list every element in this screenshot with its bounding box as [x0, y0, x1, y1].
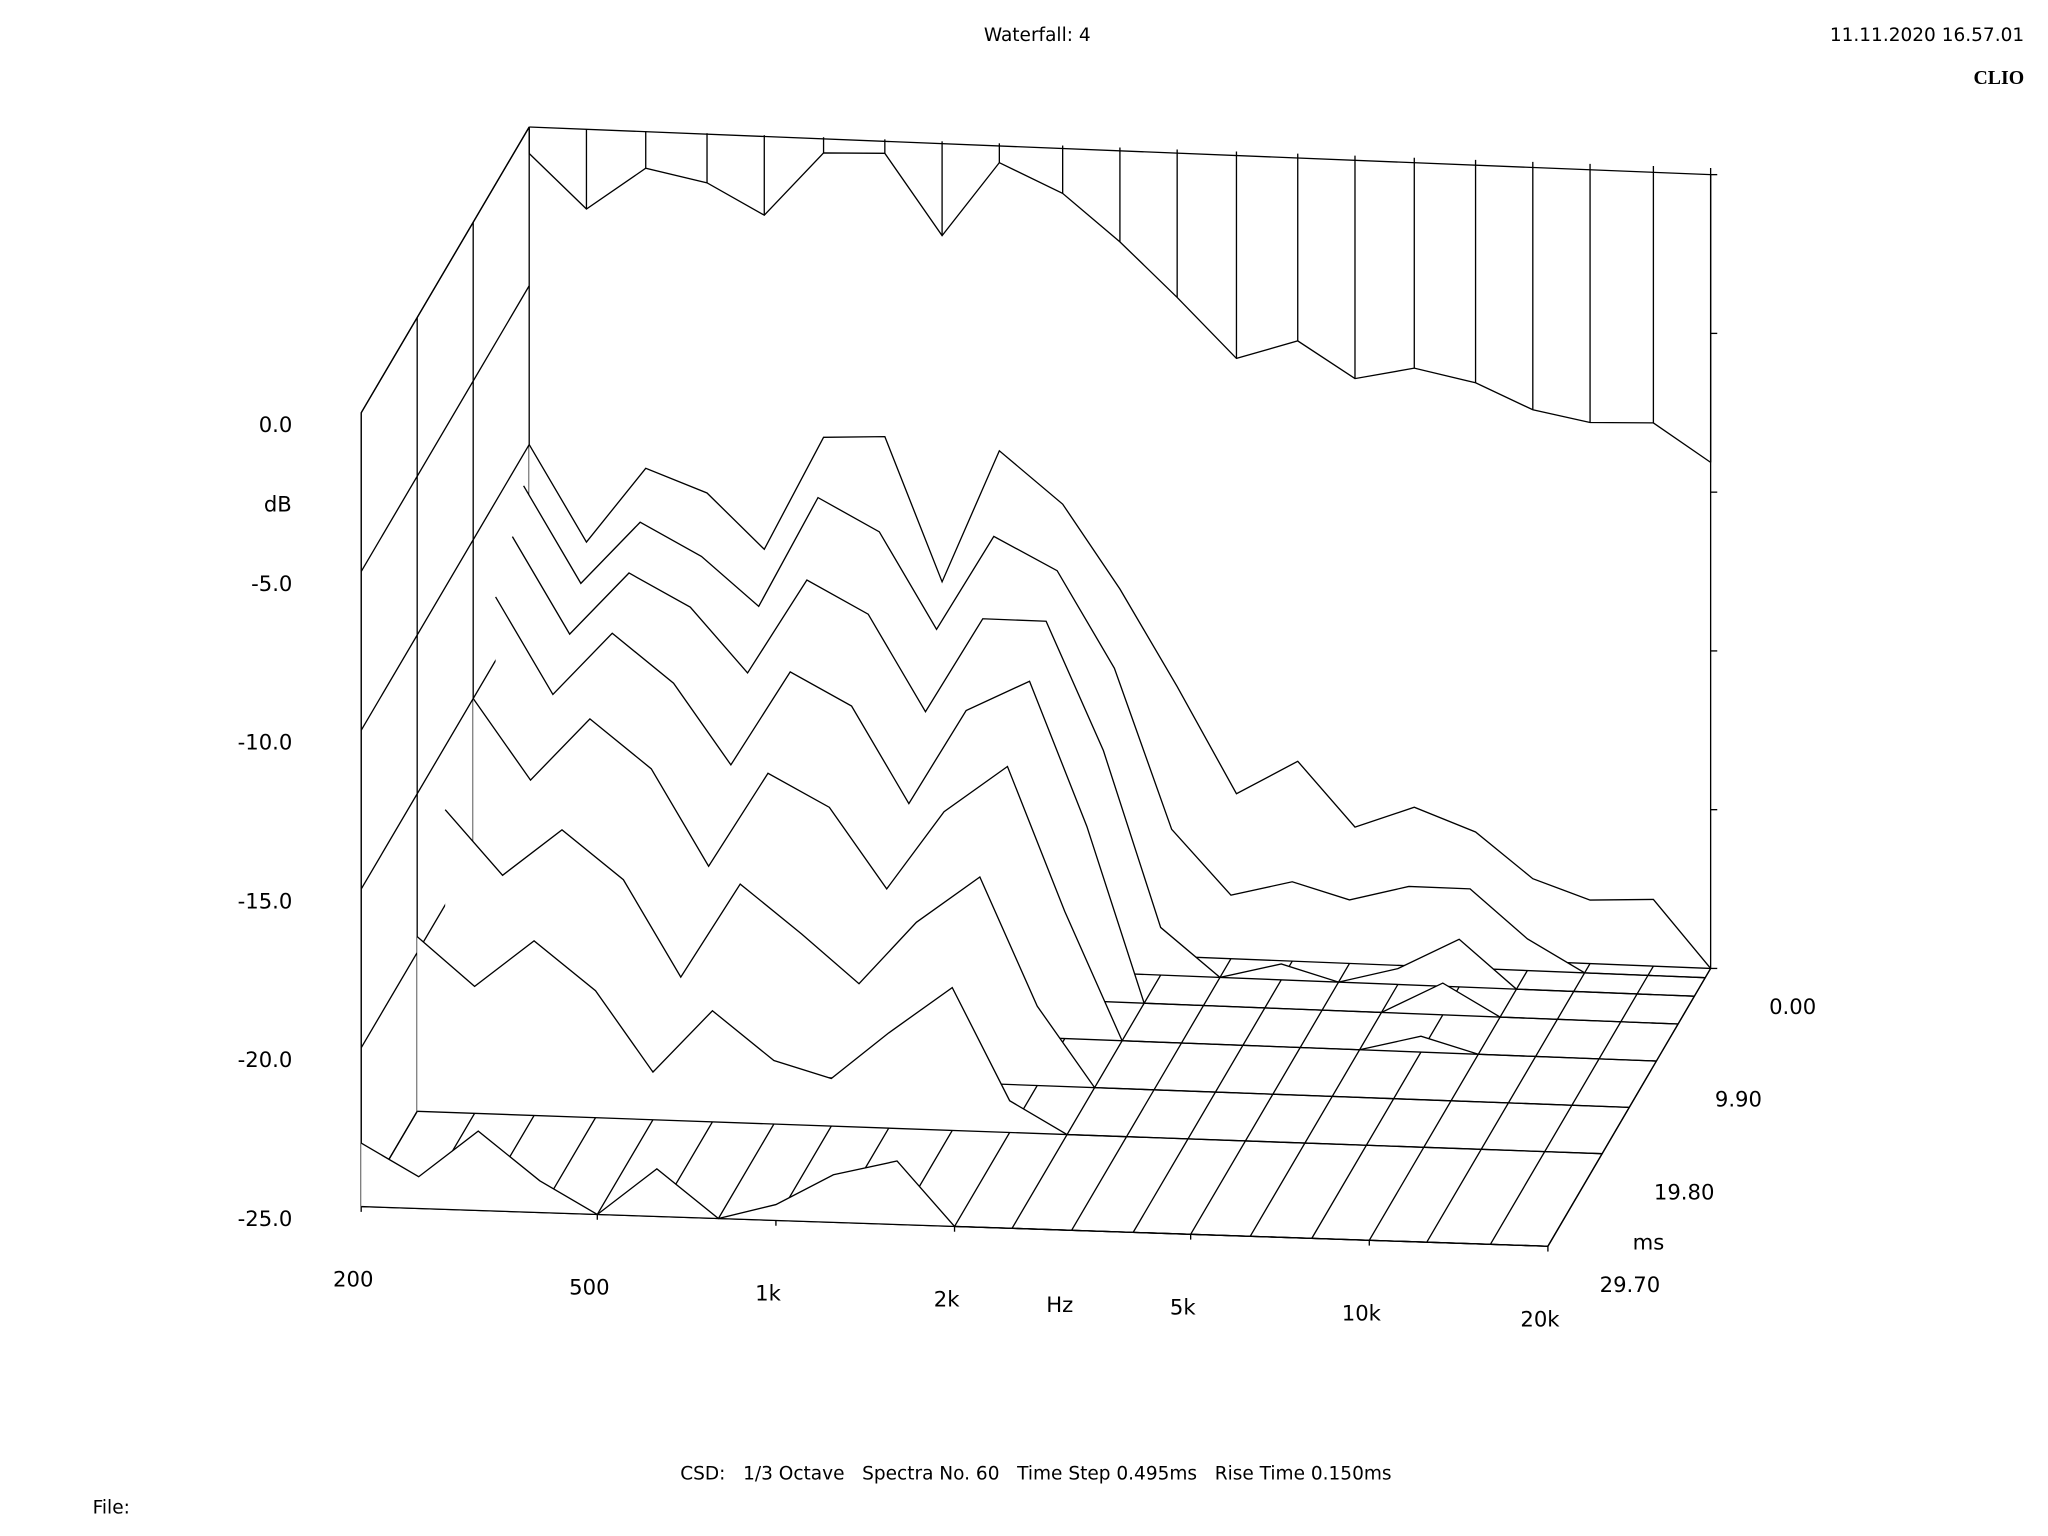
slice-line	[495, 596, 1679, 1025]
slice-line	[523, 485, 1706, 979]
y-tick-label: 0.0	[259, 412, 293, 437]
x-tick-label: 1k	[755, 1281, 781, 1306]
slice-fill	[361, 1131, 1548, 1247]
y-tick-label: -5.0	[251, 571, 292, 596]
y-tick-label: -15.0	[238, 888, 293, 913]
y-tick-label: -20.0	[238, 1047, 293, 1072]
grid-line	[360, 285, 530, 572]
slice-line	[511, 536, 1695, 997]
y-axis-label: dB	[264, 491, 292, 516]
footer: CSD: 1/3 Octave Spectra No. 60 Time Step…	[680, 1463, 1391, 1484]
slice-base	[361, 1205, 1548, 1247]
z-axis-label: ms	[1633, 1230, 1665, 1255]
x-tick-label: 5k	[1170, 1294, 1196, 1319]
z-tick-label: 29.70	[1600, 1272, 1661, 1297]
chart-title: Waterfall: 4	[984, 25, 1091, 46]
z-tick-label: 9.90	[1715, 1087, 1762, 1112]
file-label: File:	[93, 1498, 130, 1519]
x-tick-label: 20k	[1520, 1306, 1560, 1331]
z-tick-label: 0.00	[1769, 994, 1816, 1019]
x-tick-label: 500	[569, 1275, 609, 1300]
y-tick-label: -25.0	[238, 1206, 293, 1231]
grid-line	[360, 126, 530, 414]
slice-fill	[417, 936, 1603, 1154]
slice-fill	[445, 809, 1630, 1108]
slice-base	[417, 1110, 1603, 1155]
x-tick-label: 2k	[934, 1287, 960, 1312]
timestamp: 11.11.2020 16.57.01	[1830, 25, 2024, 46]
grid-line	[360, 444, 530, 731]
brand: CLIO	[1973, 67, 2024, 89]
slice-line	[472, 698, 1657, 1062]
y-tick-label: -10.0	[238, 730, 293, 755]
x-axis-label: Hz	[1046, 1292, 1073, 1317]
x-tick-label: 10k	[1342, 1300, 1382, 1325]
z-tick-label: 19.80	[1654, 1179, 1715, 1204]
slice-line	[528, 435, 1712, 969]
wall-curve	[528, 152, 1712, 463]
x-tick-label: 200	[333, 1267, 373, 1292]
